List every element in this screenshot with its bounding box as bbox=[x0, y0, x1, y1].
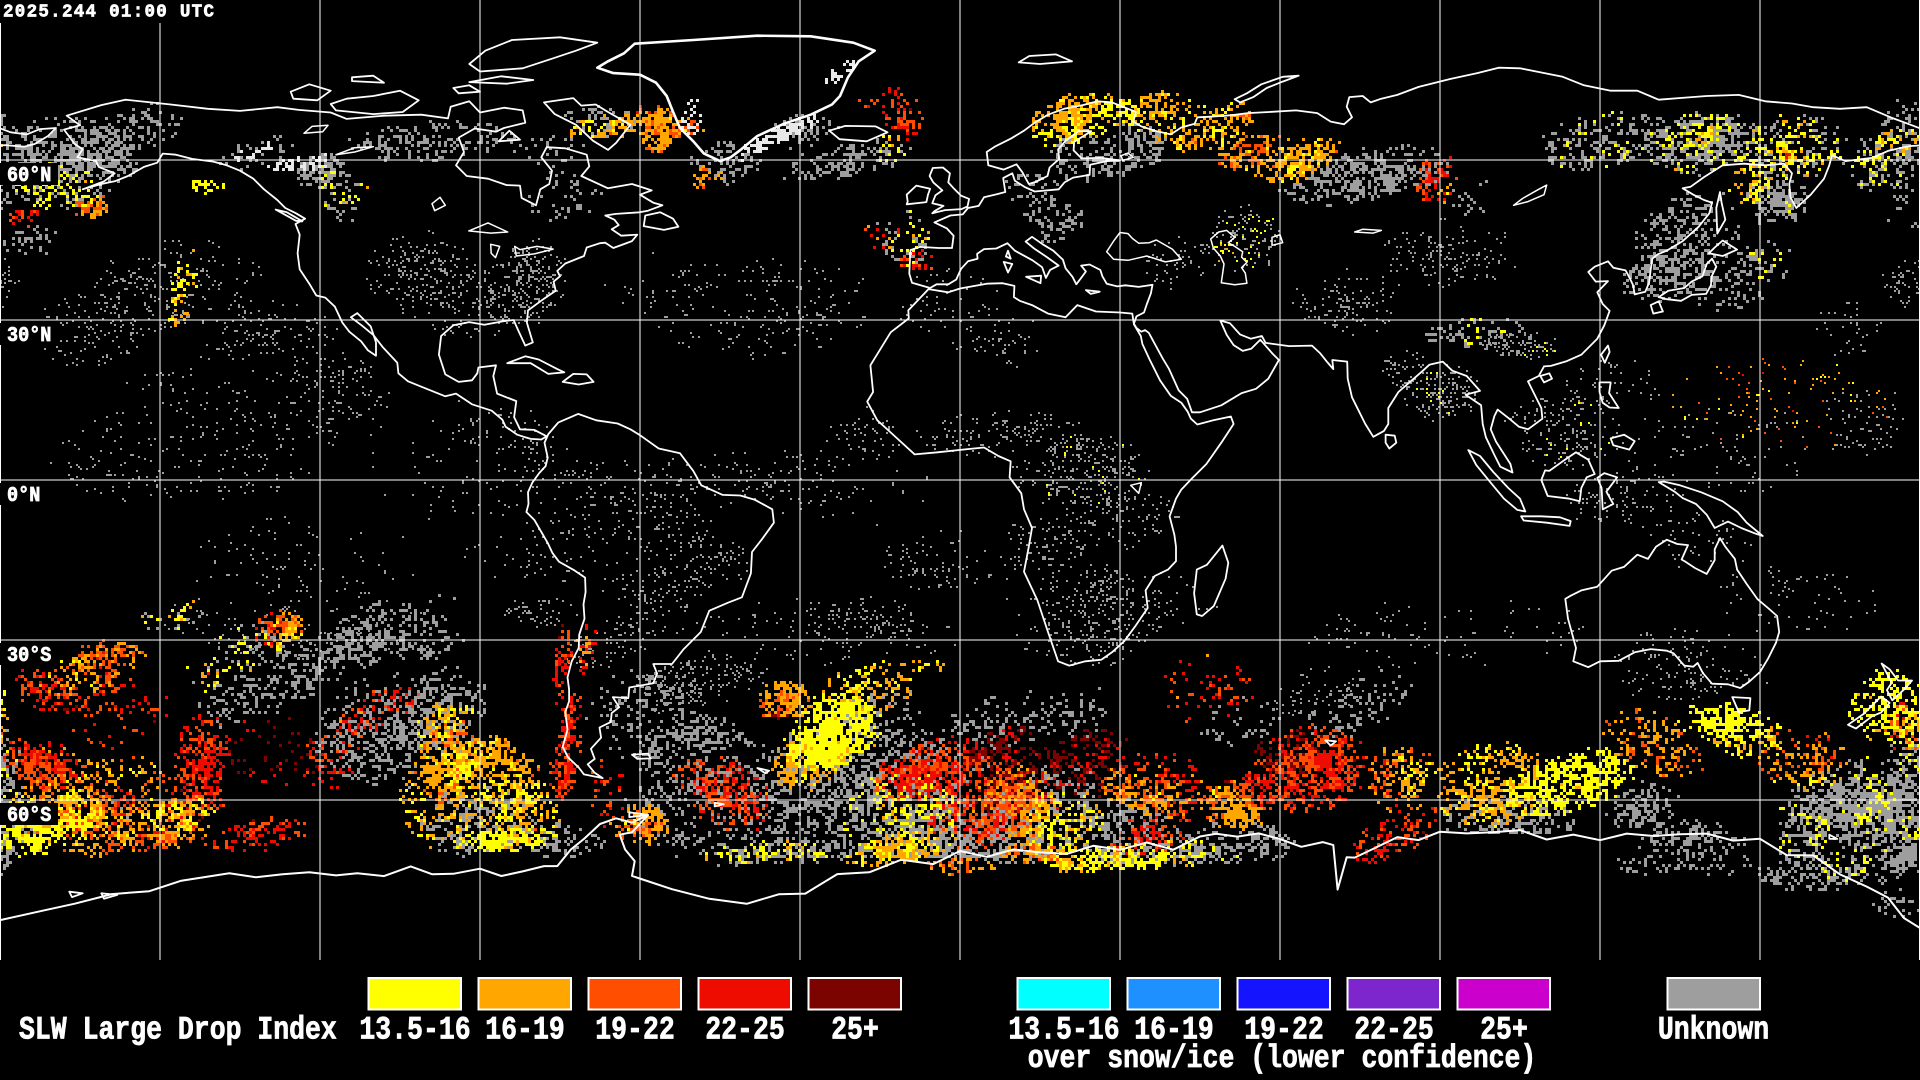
svg-text:13.5-16: 13.5-16 bbox=[1008, 1011, 1119, 1048]
svg-text:22-25: 22-25 bbox=[705, 1011, 784, 1048]
svg-text:22-25: 22-25 bbox=[1354, 1011, 1433, 1048]
svg-text:SLW Large Drop Index: SLW Large Drop Index bbox=[19, 1011, 337, 1048]
svg-text:over snow/ice (lower confidenc: over snow/ice (lower confidence) bbox=[1028, 1039, 1537, 1076]
svg-text:16-19: 16-19 bbox=[485, 1011, 564, 1048]
svg-text:Unknown: Unknown bbox=[1658, 1011, 1769, 1048]
svg-text:13.5-16: 13.5-16 bbox=[359, 1011, 470, 1048]
svg-text:0°N: 0°N bbox=[7, 483, 40, 508]
svg-text:60°S: 60°S bbox=[7, 803, 51, 828]
svg-text:30°N: 30°N bbox=[7, 323, 51, 348]
svg-text:16-19: 16-19 bbox=[1134, 1011, 1213, 1048]
svg-text:19-22: 19-22 bbox=[1244, 1011, 1323, 1048]
svg-text:19-22: 19-22 bbox=[595, 1011, 674, 1048]
svg-text:60°N: 60°N bbox=[7, 163, 51, 188]
svg-text:25+: 25+ bbox=[831, 1011, 879, 1048]
svg-text:2025.244 01:00 UTC: 2025.244 01:00 UTC bbox=[3, 2, 215, 23]
svg-text:25+: 25+ bbox=[1480, 1011, 1528, 1048]
svg-text:30°S: 30°S bbox=[7, 643, 51, 668]
